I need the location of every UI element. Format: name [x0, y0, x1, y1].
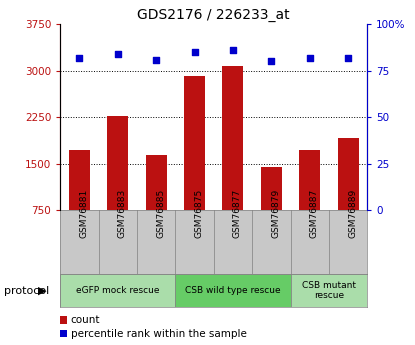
Text: protocol: protocol: [4, 286, 49, 296]
Point: [306, 55, 313, 60]
Bar: [69, 150, 90, 210]
Text: GSM76887: GSM76887: [310, 189, 319, 238]
Bar: [60, 274, 175, 307]
Point: [268, 59, 275, 64]
Text: GSM76881: GSM76881: [79, 189, 88, 238]
Text: ▶: ▶: [38, 286, 46, 296]
Text: GSM76885: GSM76885: [156, 189, 165, 238]
Bar: [299, 150, 320, 210]
Point: [76, 55, 83, 60]
Text: GSM76889: GSM76889: [348, 189, 357, 238]
Bar: [337, 138, 359, 210]
Bar: [290, 274, 367, 307]
Bar: [146, 155, 167, 210]
Text: eGFP mock rescue: eGFP mock rescue: [76, 286, 159, 295]
Title: GDS2176 / 226233_at: GDS2176 / 226233_at: [137, 8, 290, 22]
Text: GSM76875: GSM76875: [195, 189, 203, 238]
Text: GSM76877: GSM76877: [233, 189, 242, 238]
Text: count: count: [71, 315, 100, 325]
Point: [229, 48, 236, 53]
Text: CSB wild type rescue: CSB wild type rescue: [185, 286, 281, 295]
Point: [191, 49, 198, 55]
Text: GSM76883: GSM76883: [118, 189, 127, 238]
Bar: [184, 76, 205, 210]
Point: [345, 55, 352, 60]
Bar: [175, 274, 290, 307]
Point: [115, 51, 121, 57]
Bar: [222, 66, 244, 210]
Text: percentile rank within the sample: percentile rank within the sample: [71, 329, 247, 338]
Bar: [107, 116, 128, 210]
Text: GSM76879: GSM76879: [271, 189, 280, 238]
Point: [153, 57, 159, 62]
Text: CSB mutant
rescue: CSB mutant rescue: [302, 281, 356, 300]
Bar: [261, 167, 282, 210]
